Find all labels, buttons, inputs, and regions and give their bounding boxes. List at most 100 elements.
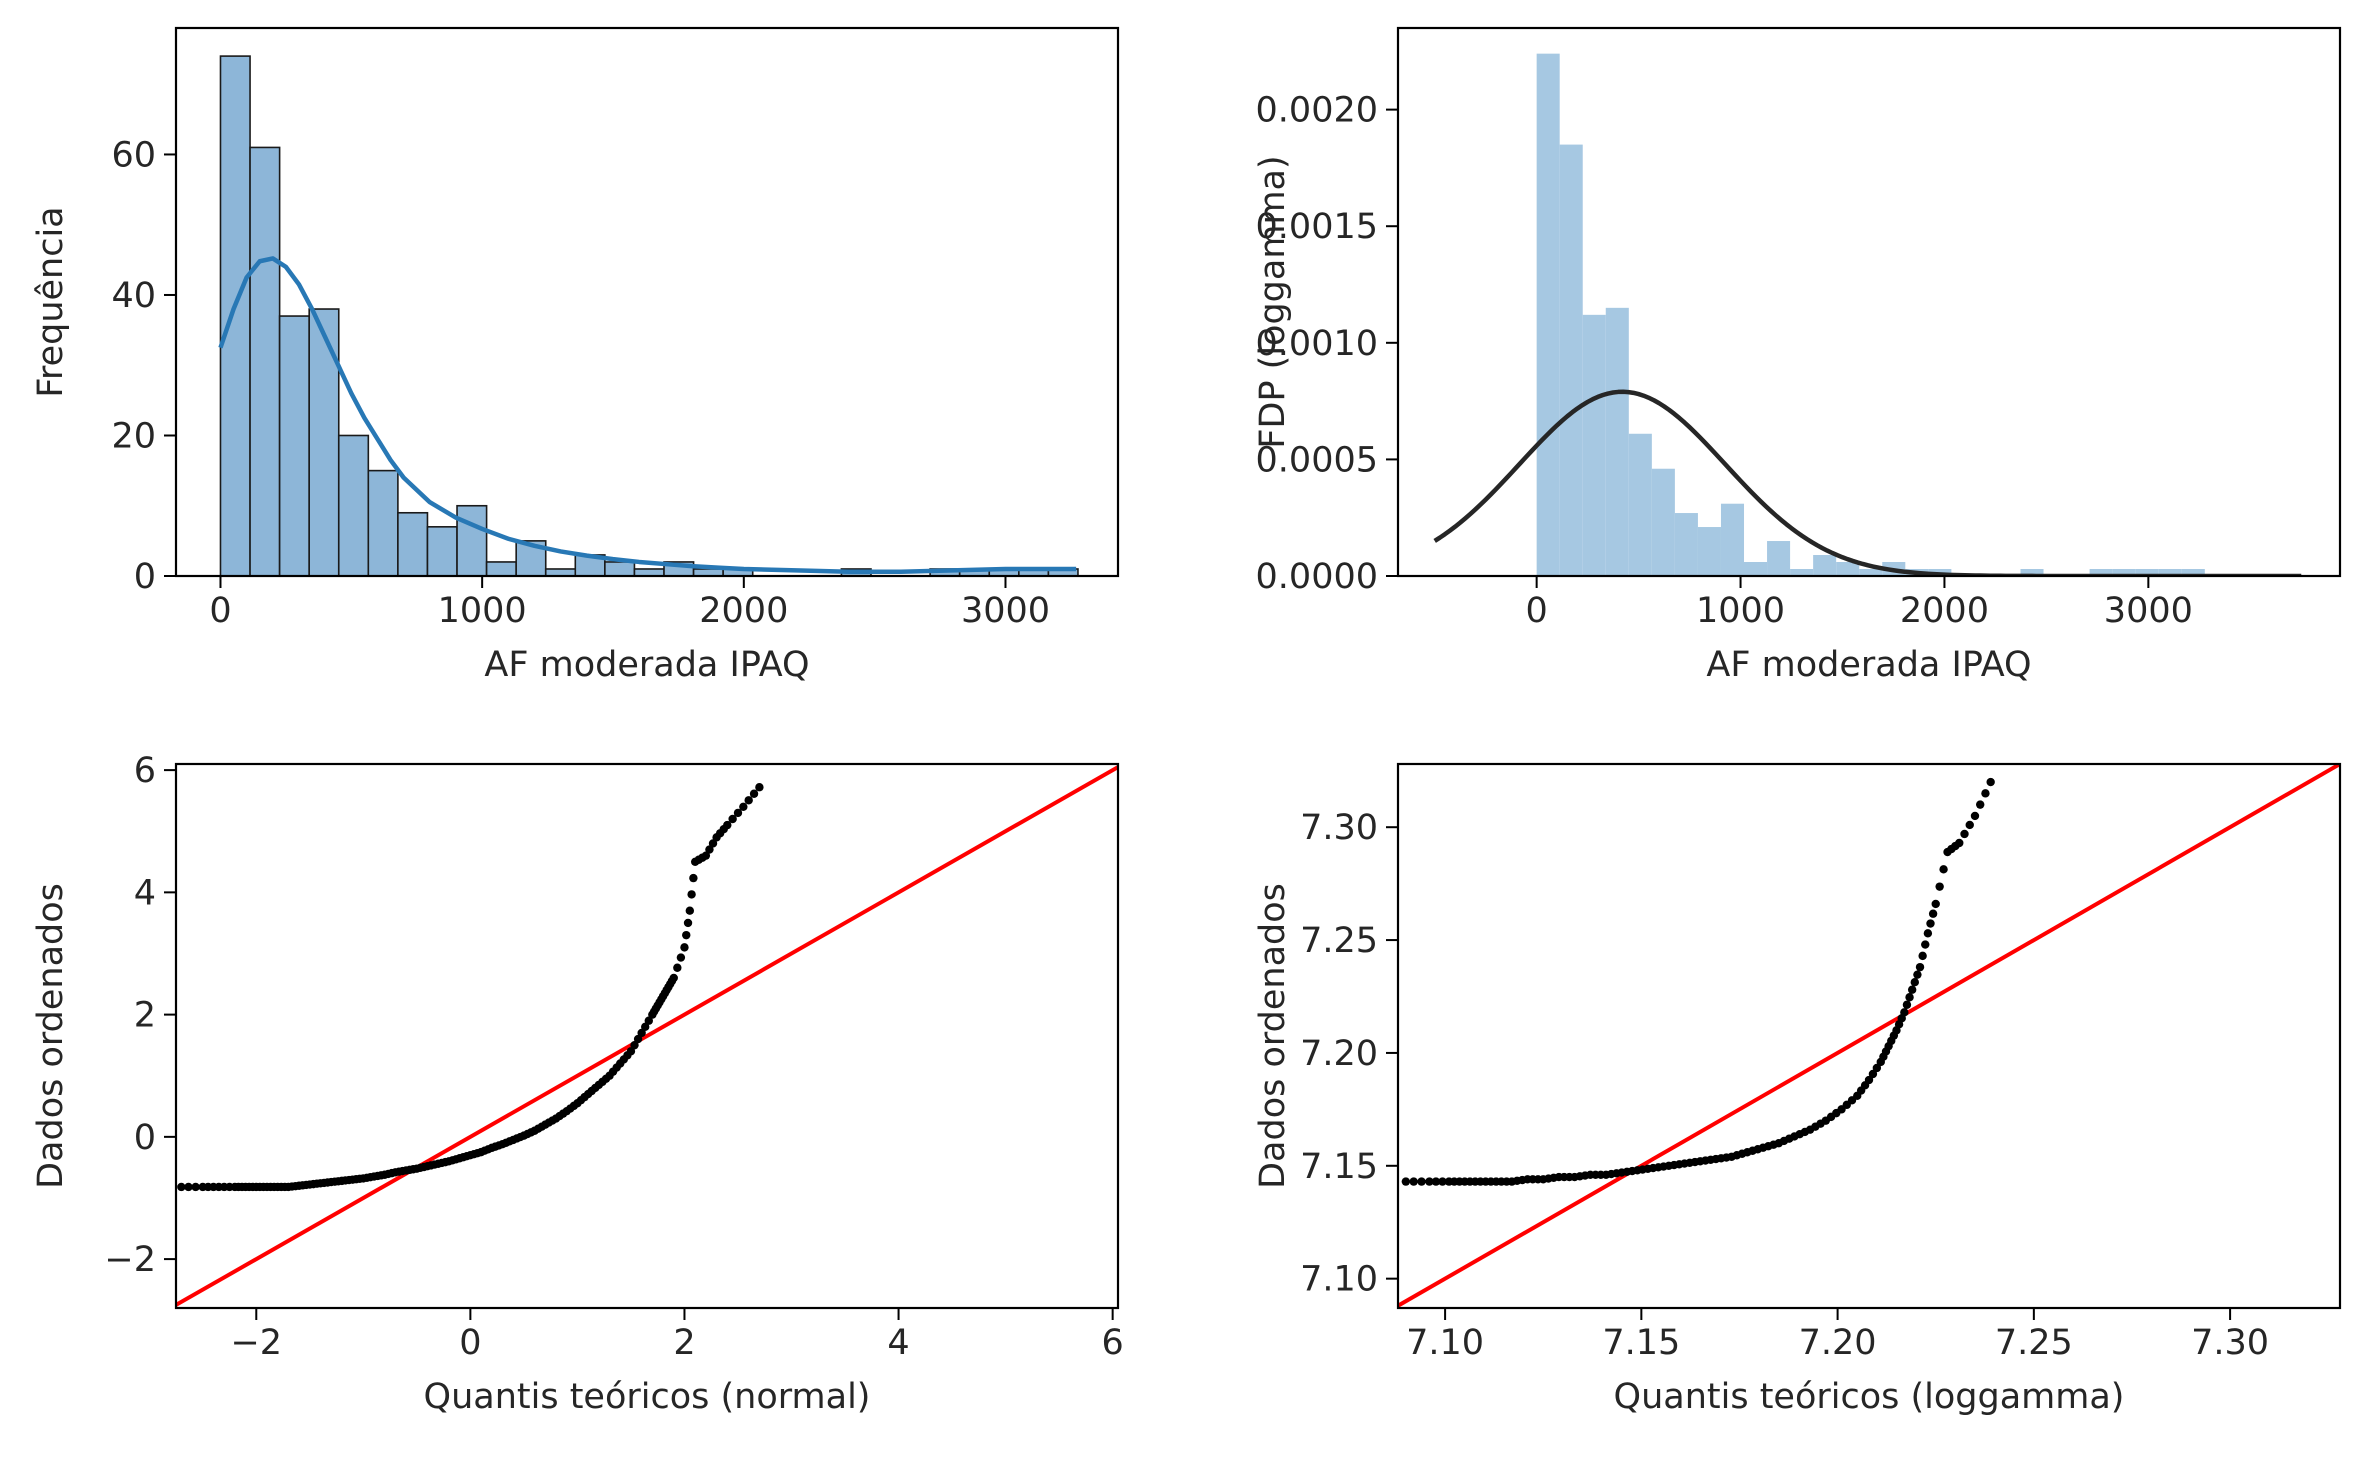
y-tick-label: 60 [111, 135, 156, 175]
data-point [1902, 1000, 1912, 1009]
histogram-bar [2135, 569, 2159, 576]
y-tick-label: 40 [111, 276, 156, 316]
x-tick-label: 7.10 [1406, 1323, 1484, 1363]
data-point [1409, 1177, 1418, 1186]
y-axis-ticks: 0 20 40 60 [111, 135, 176, 597]
data-point [1935, 882, 1944, 891]
x-tick-label: 2000 [699, 591, 788, 631]
y-tick-label: −2 [104, 1240, 156, 1280]
data-point [683, 918, 693, 928]
x-axis-label: AF moderada IPAQ [484, 645, 809, 685]
x-axis-ticks: 0 1000 2000 3000 [1526, 576, 2193, 631]
histogram-bar [1859, 569, 1883, 576]
x-tick-label: 7.20 [1799, 1323, 1877, 1363]
histogram-bar [249, 146, 281, 576]
data-point [1928, 909, 1938, 918]
data-point [1431, 1177, 1441, 1186]
data-point [1926, 919, 1935, 928]
axes-frame [174, 762, 1120, 1310]
data-point [689, 873, 698, 883]
y-axis-ticks: 7.10 7.15 7.20 7.25 7.30 [1300, 808, 1398, 1300]
plot-area [176, 765, 1118, 1307]
data-point [1915, 962, 1925, 972]
data-point [1970, 811, 1980, 821]
x-axis-label: Quantis teóricos (normal) [424, 1377, 871, 1417]
y-tick-label: 7.25 [1300, 921, 1378, 961]
y-axis-ticks: −2 0 2 4 6 [104, 751, 176, 1280]
x-tick-label: 1000 [438, 591, 527, 631]
data-point [641, 1022, 650, 1032]
y-tick-label: 0 [134, 557, 156, 597]
data-point [749, 789, 759, 798]
data-point [1401, 1177, 1411, 1186]
y-axis-label: Frequência [31, 206, 71, 397]
histogram-bar [337, 434, 370, 576]
data-point [739, 802, 748, 811]
histogram-bar [604, 561, 636, 576]
histogram-bar [1674, 513, 1698, 576]
data-point [1931, 899, 1940, 909]
axes-frame [174, 26, 1120, 578]
data-point [1923, 929, 1933, 938]
histogram-bar [1605, 307, 1629, 576]
histogram-bar [1582, 314, 1606, 576]
data-point [723, 820, 732, 830]
y-tick-label: 2 [134, 996, 156, 1036]
x-tick-label: 4 [887, 1323, 909, 1363]
x-tick-label: 3000 [961, 591, 1050, 631]
data-point [633, 1034, 643, 1044]
data-point [1976, 800, 1985, 809]
data-point [682, 930, 691, 940]
histogram-bar [1697, 527, 1721, 576]
x-tick-label: 2000 [1900, 591, 1989, 631]
y-tick-label: 6 [134, 751, 156, 791]
reference-line [1398, 764, 2340, 1308]
histogram-bar [1720, 503, 1745, 576]
data-point [1910, 978, 1919, 987]
panel-qq-loggamma: 7.10 7.15 7.20 7.25 7.30 7.10 7.15 7.20 7.25 7.3… [1253, 762, 2342, 1417]
histogram-bar [397, 511, 429, 576]
data-point [1921, 940, 1930, 949]
histogram-bar [1836, 562, 1860, 576]
x-tick-label: 7.15 [1602, 1323, 1680, 1363]
y-axis-ticks: 0.0000 0.0005 0.0010 0.0015 0.0020 [1256, 91, 1398, 597]
data-point [630, 1040, 639, 1050]
histogram-bar [367, 469, 399, 576]
data-point [1900, 1008, 1909, 1017]
axes-frame [1396, 762, 2342, 1310]
y-tick-label: 0.0000 [1256, 557, 1378, 597]
histogram-bar [1790, 569, 1814, 576]
data-point [177, 1182, 186, 1192]
x-axis-ticks: 0 1000 2000 3000 [209, 576, 1050, 631]
y-axis-label: Dados ordenados [1253, 883, 1293, 1189]
data-point [1907, 985, 1917, 994]
data-point [191, 1182, 200, 1192]
x-axis-label: AF moderada IPAQ [1706, 645, 2031, 685]
axes-frame [1396, 26, 2342, 578]
data-point [676, 953, 686, 962]
y-axis-label: Dados ordenados [31, 883, 71, 1189]
data-point [685, 906, 695, 915]
data-point [744, 796, 753, 805]
histogram-bar [1651, 468, 1675, 576]
x-tick-label: 3000 [2104, 591, 2193, 631]
x-tick-label: 1000 [1696, 591, 1785, 631]
y-tick-label: 20 [111, 416, 156, 456]
y-tick-label: 7.10 [1300, 1260, 1378, 1300]
data-point [637, 1028, 646, 1038]
histogram-bar [485, 561, 517, 576]
plot-area [218, 55, 1079, 576]
histogram-bar [308, 308, 340, 576]
y-tick-label: 7.15 [1300, 1147, 1378, 1187]
histogram-bar [1536, 53, 1560, 576]
histogram-bar [456, 504, 488, 576]
data-point [728, 814, 737, 824]
data-point [1868, 1069, 1878, 1079]
x-axis-label: Quantis teóricos (loggamma) [1614, 1377, 2125, 1417]
histogram-bar [1813, 555, 1837, 576]
plot-area [1398, 764, 2340, 1308]
x-axis-ticks: −2 0 2 4 6 [230, 1308, 1124, 1363]
histogram-bar [2020, 569, 2044, 576]
y-tick-label: 4 [134, 873, 156, 913]
